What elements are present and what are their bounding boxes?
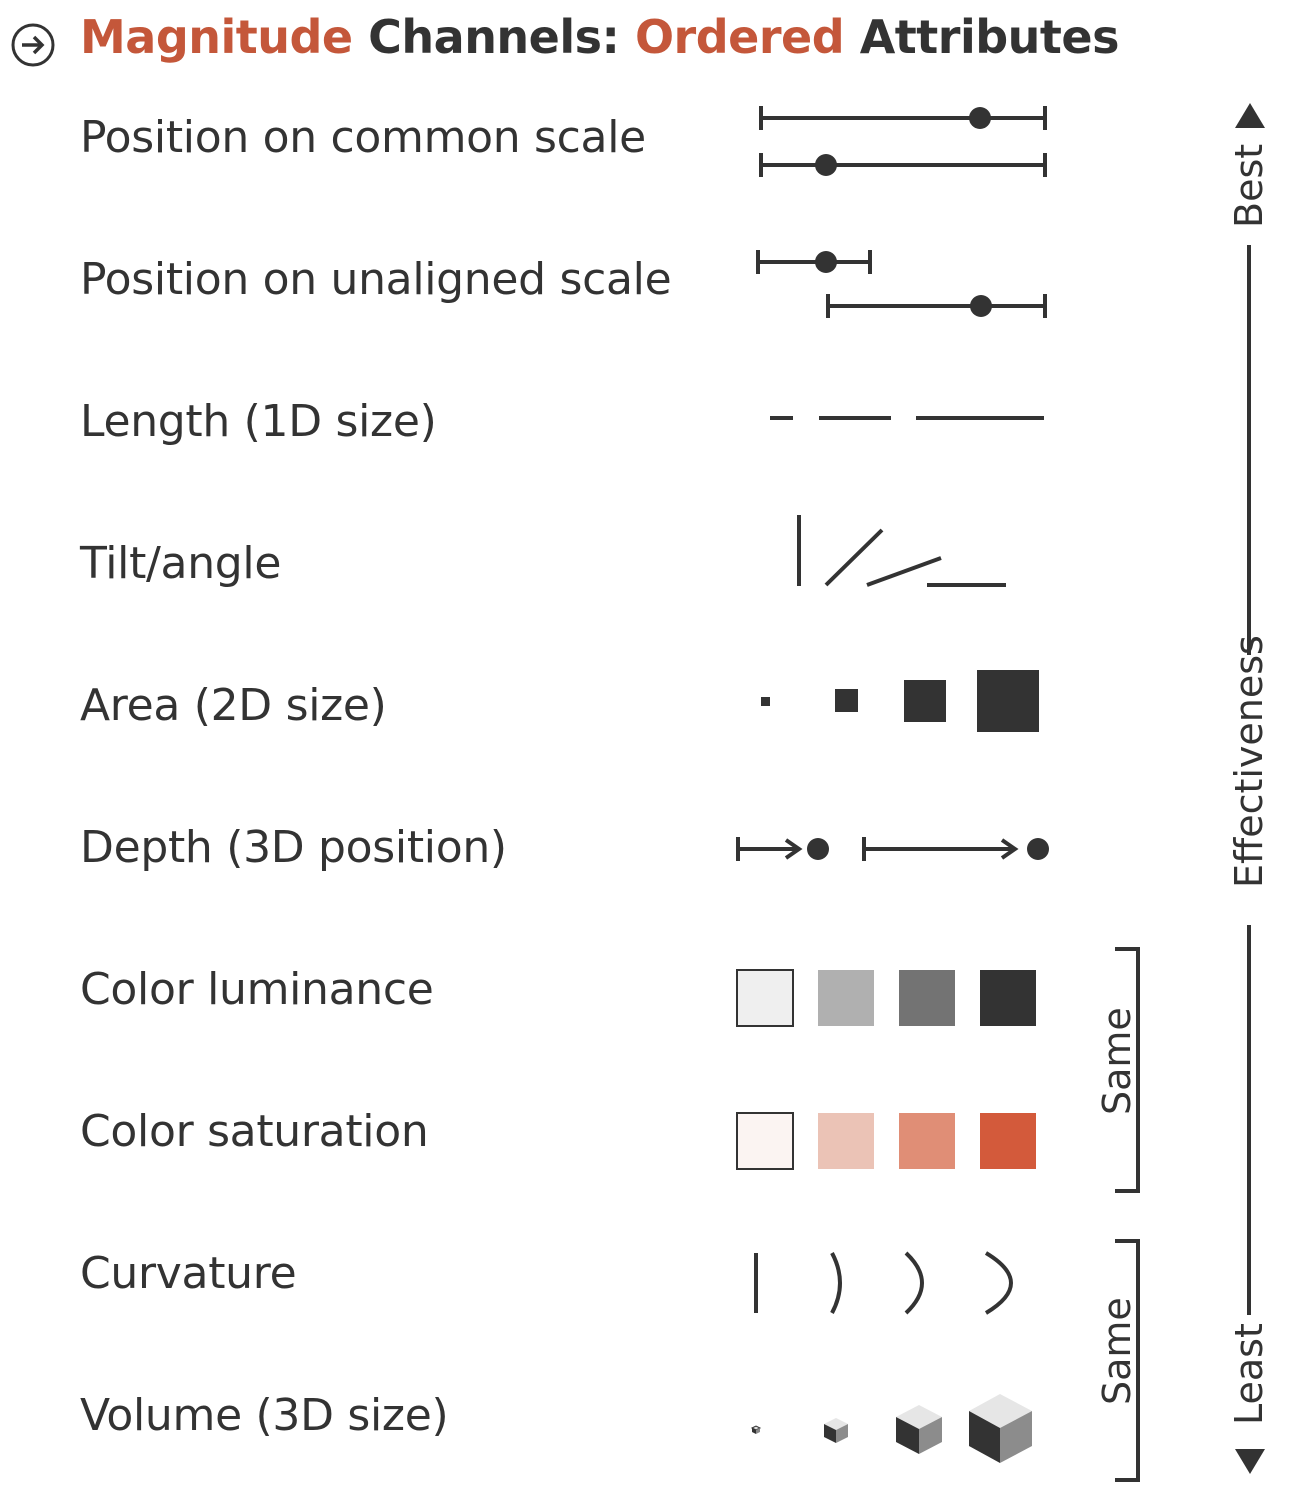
channel-label-luminance: Color luminance: [80, 964, 434, 1015]
best-label: Best: [1227, 143, 1271, 228]
channel-label-saturation: Color saturation: [80, 1106, 429, 1157]
same-label-1: Same: [1095, 1007, 1139, 1115]
effectiveness-axis: [1235, 103, 1265, 1474]
same-bracket-2: [1115, 1239, 1140, 1482]
luminance-swatch-4: [980, 970, 1036, 1026]
arrow-right-circle-icon: [11, 23, 55, 67]
least-label: Least: [1227, 1323, 1271, 1425]
same-label-2: Same: [1095, 1297, 1139, 1405]
effectiveness-label: Effectiveness: [1227, 635, 1271, 888]
title-attributes: Attributes: [844, 10, 1120, 64]
position-common-glyph: [759, 106, 1047, 177]
channel-label-depth: Depth (3D position): [80, 822, 507, 873]
page-title: Magnitude Channels: Ordered Attributes: [80, 10, 1119, 64]
curvature-glyph: [754, 1251, 1013, 1315]
saturation-swatch-2: [818, 1113, 874, 1169]
channel-label-volume: Volume (3D size): [80, 1390, 449, 1441]
same-bracket-1: [1115, 947, 1140, 1193]
tilt-glyph: [797, 515, 1006, 587]
volume-glyph: [750, 1394, 1032, 1463]
luminance-swatch-1: [736, 969, 794, 1027]
luminance-swatch-2: [818, 970, 874, 1026]
luminance-glyph: [736, 969, 1036, 1027]
area-glyph: [761, 670, 1039, 732]
channel-label-tilt: Tilt/angle: [80, 538, 282, 589]
position-unaligned-glyph: [756, 250, 1047, 318]
depth-glyph: [736, 837, 1049, 861]
saturation-glyph: [736, 1112, 1036, 1170]
saturation-swatch-4: [980, 1113, 1036, 1169]
luminance-swatch-3: [899, 970, 955, 1026]
title-channels: Channels:: [352, 10, 635, 64]
channel-label-curvature: Curvature: [80, 1248, 297, 1299]
channel-label-position-unaligned: Position on unaligned scale: [80, 254, 672, 305]
saturation-swatch-3: [899, 1113, 955, 1169]
title-magnitude: Magnitude: [80, 10, 353, 64]
saturation-swatch-1: [736, 1112, 794, 1170]
title-ordered: Ordered: [634, 10, 845, 64]
channel-label-position-common: Position on common scale: [80, 112, 646, 163]
channel-label-area: Area (2D size): [80, 680, 387, 731]
channel-label-length: Length (1D size): [80, 396, 437, 447]
